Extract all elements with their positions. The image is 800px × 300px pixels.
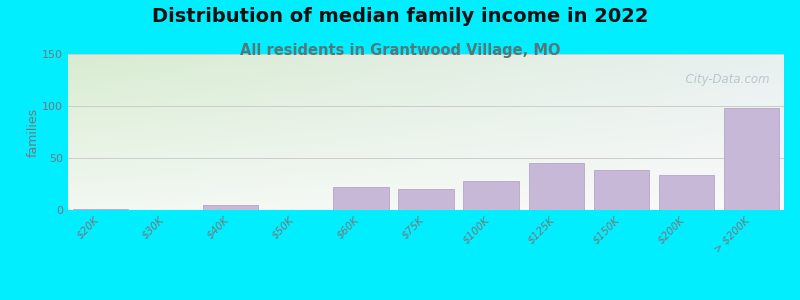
Bar xyxy=(203,205,258,210)
Y-axis label: families: families xyxy=(26,107,39,157)
Text: All residents in Grantwood Village, MO: All residents in Grantwood Village, MO xyxy=(240,44,560,59)
Bar xyxy=(594,170,649,210)
Text: Distribution of median family income in 2022: Distribution of median family income in … xyxy=(152,8,648,26)
Bar xyxy=(398,189,454,210)
Bar xyxy=(463,181,518,210)
Bar xyxy=(658,175,714,210)
Bar xyxy=(529,163,584,210)
Text: City-Data.com: City-Data.com xyxy=(678,73,770,86)
Bar xyxy=(724,108,779,210)
Bar xyxy=(334,187,389,210)
Bar xyxy=(73,209,128,210)
